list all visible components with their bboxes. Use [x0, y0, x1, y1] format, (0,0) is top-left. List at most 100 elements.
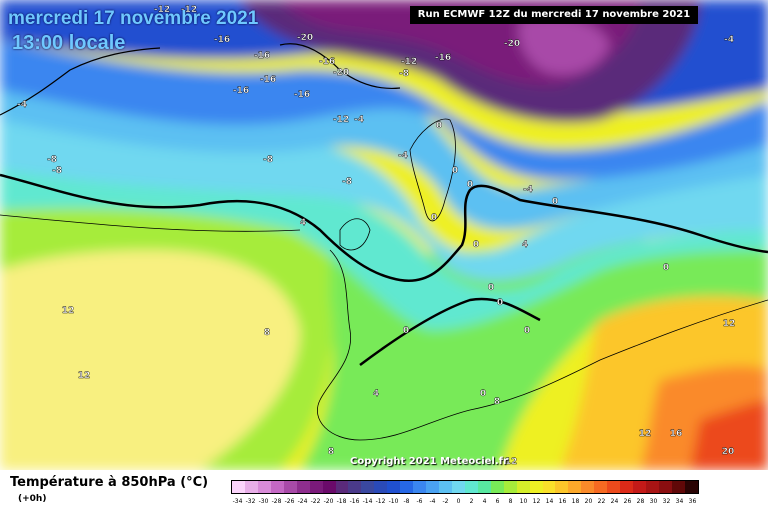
scale-swatch: [451, 481, 465, 493]
scale-tick-label: 36: [688, 498, 697, 505]
coastline-britain: [339, 218, 371, 251]
scale-tick-label: -26: [284, 498, 295, 505]
isotherm-value-label: -4: [17, 100, 27, 110]
isotherm-value-label: -4: [354, 115, 364, 125]
isotherm-value-label: -20: [504, 39, 520, 49]
legend-title: Température à 850hPa (°C): [10, 475, 209, 490]
isotherm-value-label: 8: [264, 328, 270, 338]
isotherm-value-label: -12: [333, 115, 349, 125]
isotherm-value-label: -20: [297, 33, 313, 43]
scale-tick-label: 2: [469, 498, 474, 505]
scale-tick-label: -4: [429, 498, 436, 505]
scale-tick-label: 14: [545, 498, 554, 505]
isotherm-value-label: -8: [52, 166, 62, 176]
isotherm-value-label: -4: [724, 35, 734, 45]
scale-swatch: [387, 481, 401, 493]
isotherm-value-label: 0: [467, 180, 473, 190]
isotherm-value-label: 0: [436, 121, 442, 131]
isotherm-thin-2: [279, 43, 401, 90]
scale-tick-label: 24: [610, 498, 619, 505]
scale-swatch: [555, 481, 569, 493]
scale-tick-label: 4: [482, 498, 487, 505]
scale-tick-label: 20: [584, 498, 593, 505]
scale-swatch: [529, 481, 543, 493]
isotherm-value-label: 12: [723, 319, 736, 329]
isotherm-value-label: -8: [263, 155, 273, 165]
isotherm-value-label: 4: [300, 218, 306, 228]
scale-swatch: [296, 481, 310, 493]
color-scale: [231, 480, 699, 494]
isotherm-value-label: 4: [373, 389, 379, 399]
isotherm-value-label: -8: [399, 69, 409, 79]
scale-tick-label: -22: [310, 498, 321, 505]
isotherm-value-label: -16: [260, 75, 276, 85]
legend-subtitle: (+0h): [18, 494, 47, 504]
scale-tick-label: 34: [675, 498, 684, 505]
isotherm-value-label: -4: [398, 151, 408, 161]
isotherm-value-label: 0: [452, 166, 458, 176]
isotherm-value-label: -20: [333, 68, 349, 78]
isotherm-thin-3: [0, 214, 301, 232]
scale-tick-label: -6: [416, 498, 423, 505]
scale-tick-label: 26: [623, 498, 632, 505]
scale-swatch: [348, 481, 362, 493]
scale-swatch: [542, 481, 556, 493]
isotherm-value-label: -16: [294, 90, 310, 100]
scale-tick-label: 30: [649, 498, 658, 505]
scale-tick-label: 18: [571, 498, 580, 505]
isotherm-value-label: 8: [494, 397, 500, 407]
zone-pale-yellow: [0, 231, 322, 470]
isotherm-value-label: 0: [524, 326, 530, 336]
scale-swatch: [620, 481, 634, 493]
forecast-time: 13:00 locale: [12, 32, 126, 54]
scale-swatch: [490, 481, 504, 493]
scale-swatch: [646, 481, 659, 493]
scale-tick-label: -2: [442, 498, 449, 505]
scale-tick-label: 12: [532, 498, 541, 505]
scale-swatch: [232, 481, 245, 493]
isotherm-value-label: 0: [403, 326, 409, 336]
scale-swatch: [400, 481, 414, 493]
scale-tick-label: -16: [349, 498, 360, 505]
temperature-map: -12 -12-16-16-16-16-20-16-20-16-12-8-16-2…: [0, 0, 768, 470]
scale-swatch: [671, 481, 685, 493]
scale-tick-label: 6: [495, 498, 500, 505]
isotherm-value-label: 12: [639, 429, 652, 439]
scale-swatch: [568, 481, 582, 493]
scale-swatch: [361, 481, 375, 493]
isotherm-value-label: 0: [488, 283, 494, 293]
scale-swatch: [257, 481, 271, 493]
scale-tick-label: 16: [558, 498, 567, 505]
scale-swatch: [516, 481, 530, 493]
zone-teal: [0, 150, 768, 330]
run-label: Run ECMWF 12Z du mercredi 17 novembre 20…: [410, 6, 698, 24]
zero-isotherm-south: [359, 297, 541, 367]
isotherm-value-label: 0: [497, 298, 503, 308]
coastline: [317, 249, 768, 441]
isotherm-value-label: -16: [214, 35, 230, 45]
forecast-date: mercredi 17 novembre 2021: [8, 8, 259, 29]
scale-swatch: [594, 481, 608, 493]
isotherm-value-label: 20: [722, 447, 735, 457]
isotherm-value-label: -16: [319, 57, 335, 67]
isotherm-value-label: -16: [254, 51, 270, 61]
scale-tick-label: -34: [232, 498, 243, 505]
scale-tick-label: 22: [597, 498, 606, 505]
zone-light-green: [0, 190, 349, 470]
isotherm-labels: -12 -12-16-16-16-16-20-16-20-16-12-8-16-2…: [17, 5, 736, 467]
scale-swatch: [270, 481, 284, 493]
scale-tick-label: -14: [362, 498, 373, 505]
zone-light-blue: [0, 60, 768, 230]
zero-isotherm: [0, 173, 768, 283]
scale-swatch: [426, 481, 439, 493]
zone-red: [690, 400, 768, 470]
isotherm-value-label: 0: [663, 263, 669, 273]
scale-swatch: [413, 481, 427, 493]
scale-swatch: [658, 481, 672, 493]
scale-swatch: [335, 481, 349, 493]
color-scale-labels: -34 -32 -30 -28 -26 -24 -22 -20 -18 -16 -14 -12 -10-…: [231, 498, 699, 508]
scale-swatch: [374, 481, 388, 493]
scale-tick-label: -28: [271, 498, 282, 505]
scale-swatch: [244, 481, 258, 493]
scale-tick-label: -8: [403, 498, 410, 505]
